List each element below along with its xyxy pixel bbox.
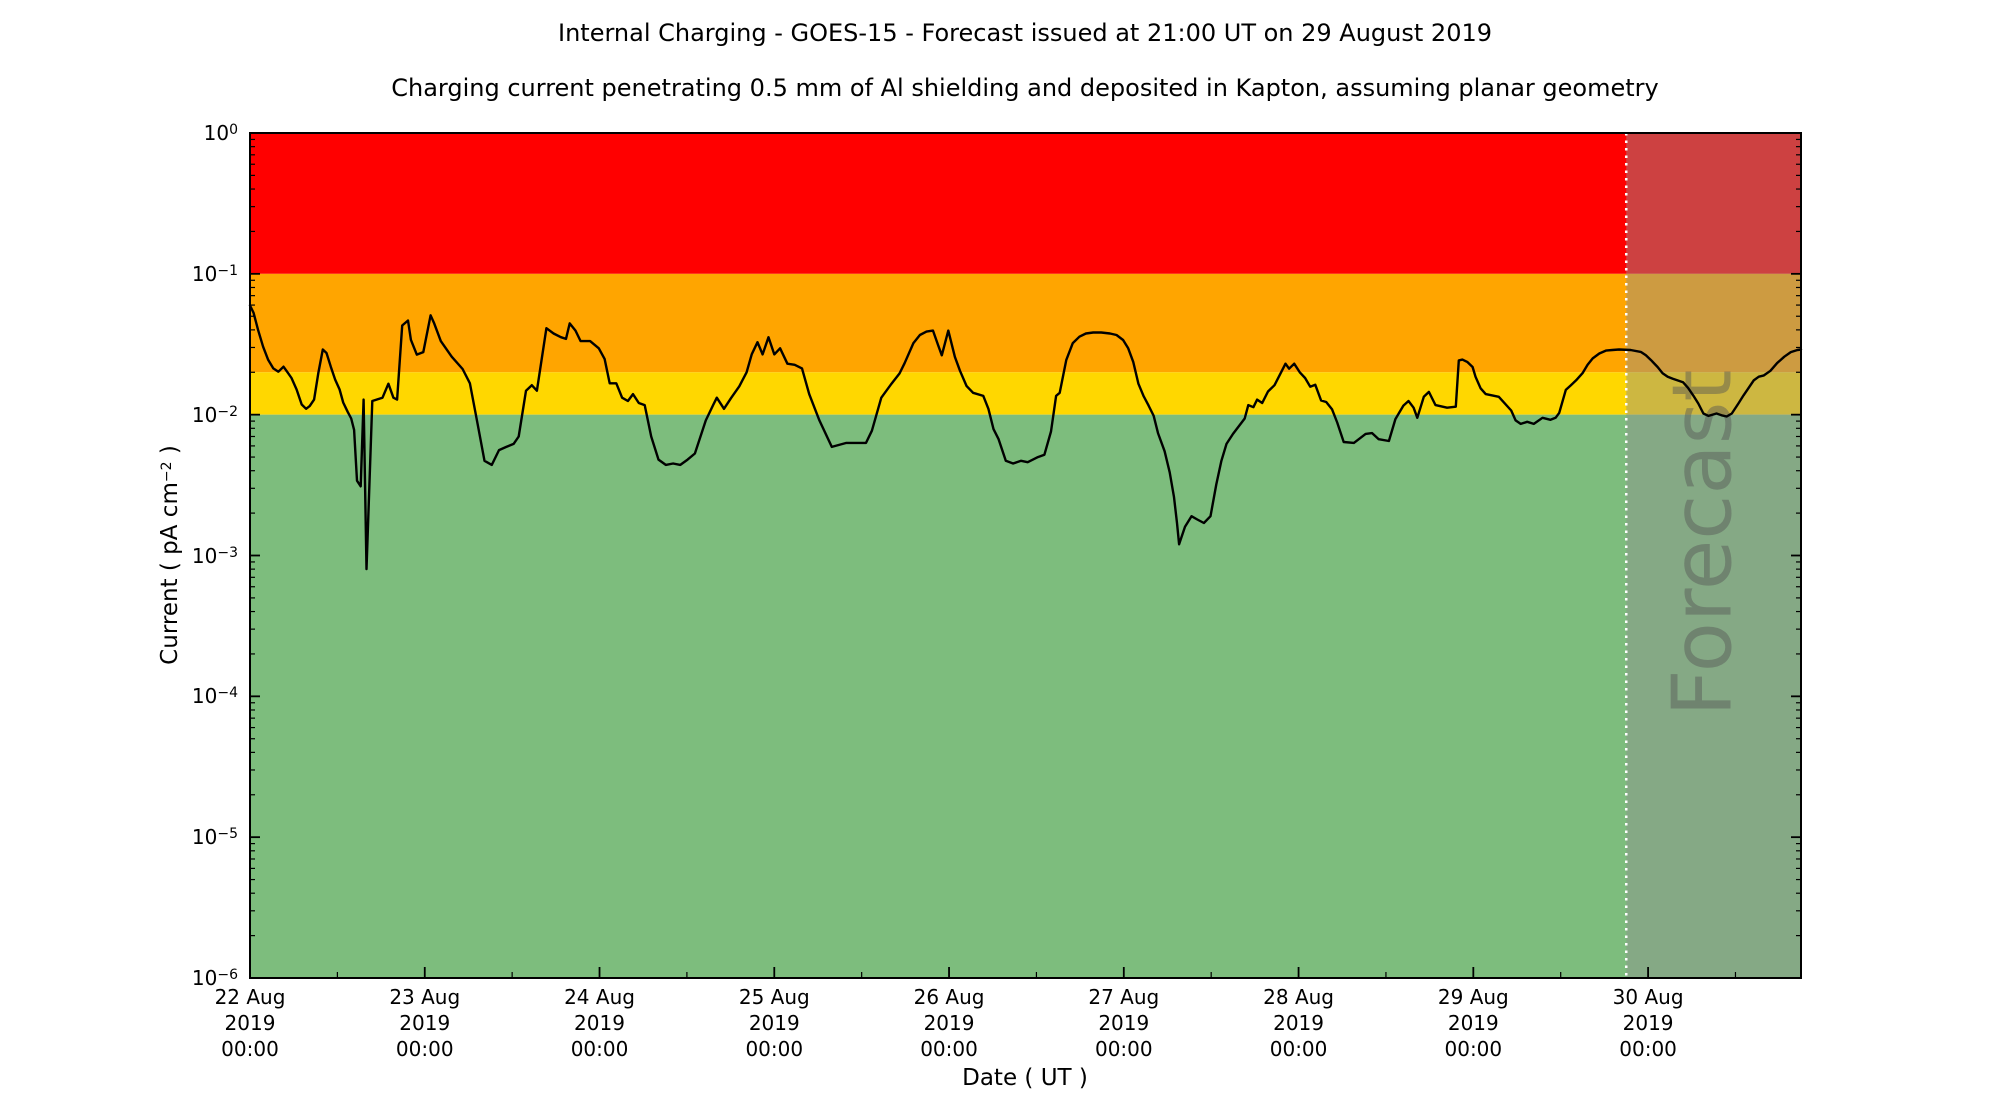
y-tick-label: 10−2 [191,402,238,427]
x-tick-label: 27 Aug 2019 00:00 [1088,985,1160,1061]
chart-subtitle: Charging current penetrating 0.5 mm of A… [391,74,1659,102]
y-tick-label: 10−6 [191,966,238,990]
y-axis-label-sup: −2 [159,461,175,483]
forecast-watermark-text: Forecast [1656,370,1751,717]
plot-border [249,132,1802,979]
x-tick-label: 24 Aug 2019 00:00 [564,985,635,1061]
band-green [250,414,1801,979]
x-tick-label: 29 Aug 2019 00:00 [1437,985,1509,1061]
y-tick-label: 10−3 [191,543,238,568]
band-orange [250,273,1801,373]
y-tick-label: 10−4 [191,684,238,709]
x-tick-label: 23 Aug 2019 00:00 [389,985,461,1061]
x-tick-label: 22 Aug 2019 00:00 [214,985,286,1061]
data-series-line [248,304,1803,571]
chart-title: Internal Charging - GOES-15 - Forecast i… [558,19,1492,47]
band-yellow [250,372,1801,415]
y-tick-label: 10−5 [191,825,238,850]
y-axis-label-pre: Current ( pA cm [157,482,183,665]
x-axis-label: Date ( UT ) [962,1065,1088,1091]
y-tick-label: 10−1 [191,261,238,286]
x-tick-label: 30 Aug 2019 00:00 [1612,985,1684,1061]
y-tick-label: 100 [203,121,238,145]
x-tick-label: 25 Aug 2019 00:00 [738,985,810,1061]
x-tick-label: 28 Aug 2019 00:00 [1263,985,1334,1061]
y-axis-label-post: ) [157,445,183,462]
band-red [250,133,1801,274]
forecast-overlay [1626,133,1801,978]
y-axis-label: Current ( pA cm−2 ) [157,445,183,665]
x-tick-label: 26 Aug 2019 00:00 [913,985,985,1061]
